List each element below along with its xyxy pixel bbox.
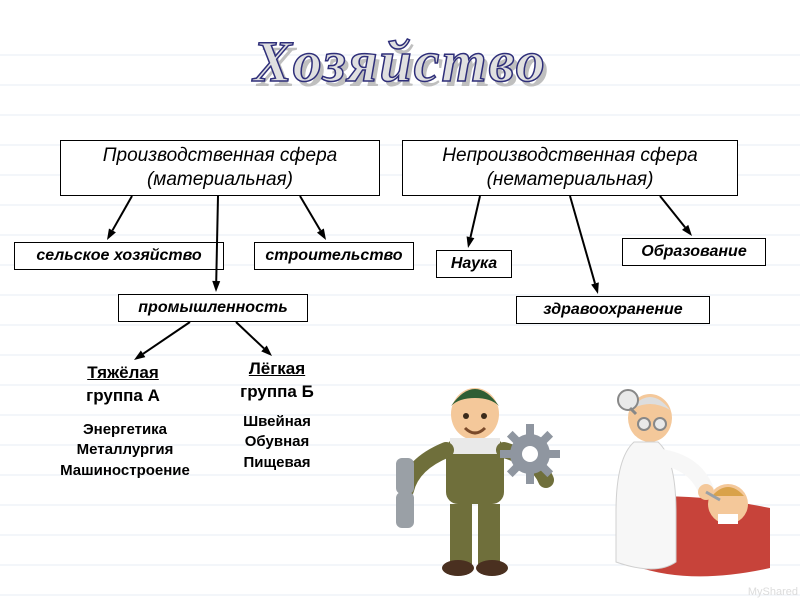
node-science: Наука [436,250,512,278]
node-agriculture: сельское хозяйство [14,242,224,270]
node-construction: строительство [254,242,414,270]
label-light-group-b-heading: Лёгкаягруппа Б [212,358,342,404]
node-healthcare: здравоохранение [516,296,710,324]
slide-title: Хозяйство [0,28,800,95]
label-heavy-group-a-items: ЭнергетикаМеталлургияМашиностроение [20,420,230,481]
node-industry: промышленность [118,294,308,322]
clipart-dentist-icon [600,380,780,580]
label-light-group-b-items: ШвейнаяОбувнаяПищевая [214,412,340,473]
slide-canvas: Хозяйство Хозяйство Производственная сфе… [0,0,800,600]
node-production-sphere: Производственная сфера(материальная) [60,140,380,196]
watermark-text: MyShared [748,586,798,598]
clipart-mechanic-icon [380,370,570,580]
node-education: Образование [622,238,766,266]
label-heavy-group-a-heading: Тяжёлаягруппа А [48,362,198,408]
node-nonproduction-sphere: Непроизводственная сфера(нематериальная) [402,140,738,196]
